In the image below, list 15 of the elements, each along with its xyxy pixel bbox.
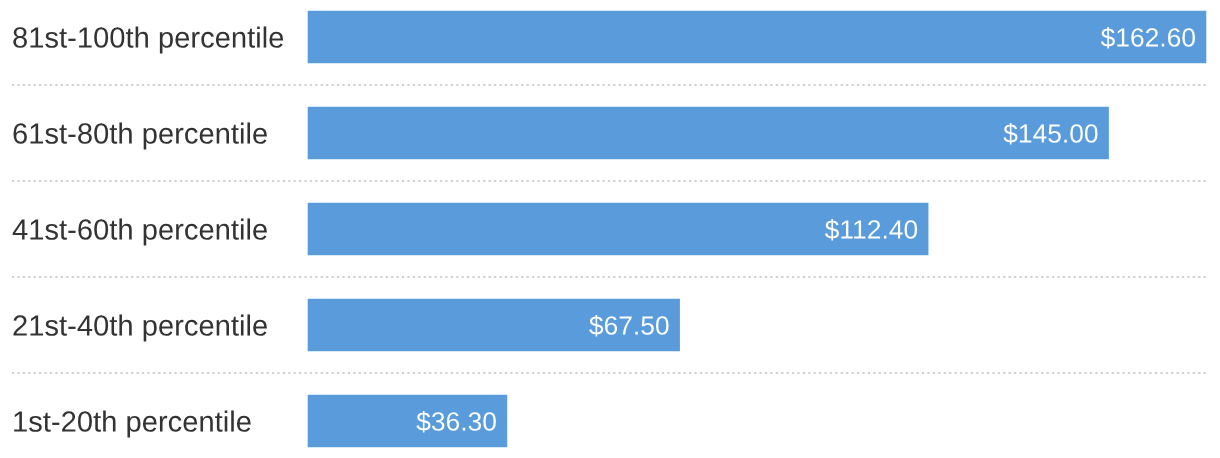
y-tick-label: 81st-100th percentile bbox=[13, 26, 284, 54]
y-tick-label: 21st-40th percentile bbox=[13, 314, 267, 342]
bar bbox=[307, 201, 930, 257]
y-tick-label: 61st-80th percentile bbox=[13, 122, 267, 150]
data-label: $112.40 bbox=[824, 219, 918, 241]
y-tick-label: 41st-60th percentile bbox=[12, 218, 267, 246]
data-label: $162.60 bbox=[1100, 27, 1195, 49]
y-tick-label: 1st-20th percentile bbox=[14, 410, 251, 438]
data-label: $145.00 bbox=[1003, 123, 1098, 145]
data-label: $67.50 bbox=[589, 315, 669, 337]
bar bbox=[307, 297, 682, 353]
bar bbox=[307, 9, 1207, 65]
bar bbox=[307, 393, 509, 449]
bar bbox=[307, 105, 1111, 161]
data-label: $36.30 bbox=[416, 411, 496, 433]
